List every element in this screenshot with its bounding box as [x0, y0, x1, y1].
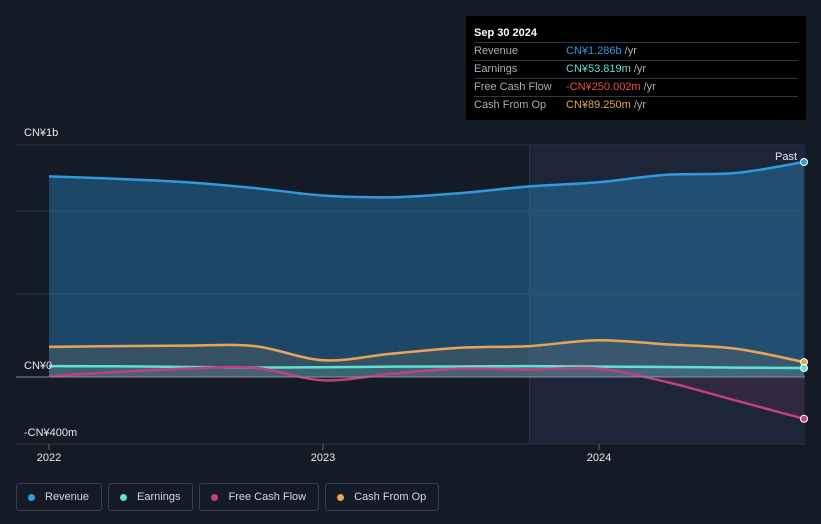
tooltip-unit: /yr [624, 45, 637, 57]
tooltip-label: Earnings [474, 63, 518, 75]
series-line-earnings [48, 364, 805, 370]
tooltip-row-revenue: Revenue CN¥1.286b /yr [474, 42, 798, 60]
tooltip-value: CN¥1.286b [566, 45, 622, 57]
series-lines [48, 160, 805, 421]
tooltip-label: Revenue [474, 45, 519, 57]
legend-item-revenue[interactable]: Revenue [16, 483, 103, 511]
grid [16, 144, 805, 445]
legend-label: Free Cash Flow [228, 491, 307, 503]
legend-label: Cash From Op [354, 491, 427, 503]
series-line-revenue [48, 160, 805, 199]
tooltip-row-cash-from-op: Cash From Op CN¥89.250m /yr [474, 96, 798, 114]
tooltip: Sep 30 2024 Revenue CN¥1.286b /yr Earnin… [466, 16, 806, 120]
legend-dot-icon [120, 493, 128, 501]
tooltip-label: Free Cash Flow [474, 81, 552, 93]
series-end-dot-earnings [800, 364, 808, 373]
tooltip-date: Sep 30 2024 [474, 27, 537, 39]
y-axis-labels: CN¥1b CN¥0 -CN¥400m [24, 127, 77, 439]
x-tick-label: 2024 [587, 452, 611, 464]
tooltip-row-earnings: Earnings CN¥53.819m /yr [474, 60, 798, 78]
legend: Revenue Earnings Free Cash Flow Cash Fro… [16, 483, 440, 511]
legend-dot-icon [28, 493, 35, 501]
y-tick-label: CN¥1b [24, 127, 58, 139]
series-line-cash-from-op [48, 338, 805, 364]
series-end-dot-revenue [800, 158, 808, 166]
series-area-revenue [49, 162, 804, 377]
tooltip-unit: /yr [633, 63, 647, 75]
tooltip-label: Cash From Op [474, 99, 547, 111]
legend-label: Revenue [45, 491, 90, 503]
past-label: Past [775, 151, 797, 163]
tooltip-value: CN¥53.819m [566, 63, 631, 75]
tooltip-value: -CN¥250.002m [566, 81, 641, 93]
series-end-dots [800, 158, 808, 423]
tooltip-row-free-cash-flow: Free Cash Flow -CN¥250.002m /yr [474, 78, 798, 96]
legend-dot-icon [211, 493, 219, 501]
x-tick-label: 2022 [37, 452, 61, 464]
tooltip-unit: /yr [643, 81, 656, 93]
x-axis-labels: 2022 2023 2024 [37, 444, 611, 464]
series-line-free-cash-flow [48, 365, 805, 421]
legend-label: Earnings [137, 491, 181, 503]
tooltip-value: CN¥89.250m [566, 99, 631, 111]
legend-item-cash-from-op[interactable]: Cash From Op [325, 483, 440, 511]
y-tick-label: CN¥0 [24, 360, 52, 372]
y-tick-label: -CN¥400m [24, 427, 77, 439]
series-end-dot-free-cash-flow [800, 414, 808, 423]
legend-item-free-cash-flow[interactable]: Free Cash Flow [199, 483, 320, 511]
series-fills [49, 162, 804, 419]
x-tick-label: 2023 [311, 452, 335, 464]
legend-dot-icon [337, 493, 345, 501]
legend-item-earnings[interactable]: Earnings [108, 483, 194, 511]
tooltip-unit: /yr [633, 99, 647, 111]
